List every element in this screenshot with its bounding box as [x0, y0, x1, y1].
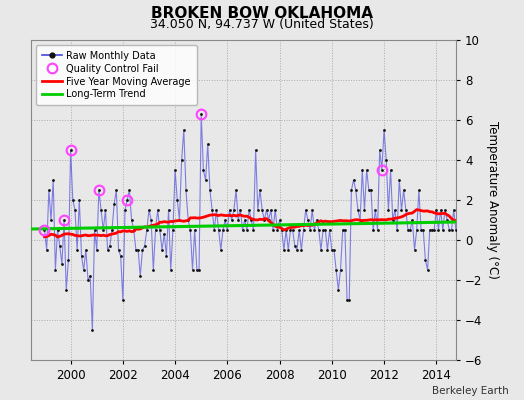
Text: Berkeley Earth: Berkeley Earth [432, 386, 508, 396]
Y-axis label: Temperature Anomaly (°C): Temperature Anomaly (°C) [486, 121, 499, 279]
Legend: Raw Monthly Data, Quality Control Fail, Five Year Moving Average, Long-Term Tren: Raw Monthly Data, Quality Control Fail, … [36, 45, 197, 105]
Text: 34.050 N, 94.737 W (United States): 34.050 N, 94.737 W (United States) [150, 18, 374, 31]
Text: BROKEN BOW OKLAHOMA: BROKEN BOW OKLAHOMA [151, 6, 373, 21]
